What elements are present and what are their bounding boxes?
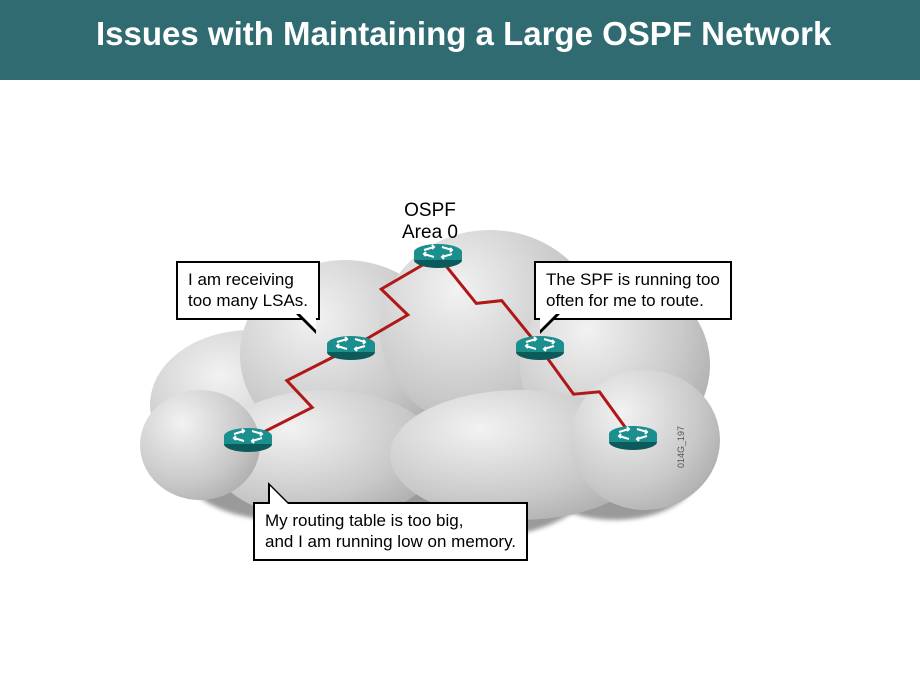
router-icon [609, 426, 657, 450]
ospf-area-label: OSPFArea 0 [402, 200, 458, 244]
callout-text: The SPF is running toooften for me to ro… [534, 261, 732, 320]
router-icon [516, 336, 564, 360]
callout-tail [540, 314, 560, 334]
callout-text: I am receivingtoo many LSAs. [176, 261, 320, 320]
callout-tail [268, 482, 290, 504]
router-icon [224, 428, 272, 452]
router-icon [327, 336, 375, 360]
callout-text: My routing table is too big,and I am run… [253, 502, 528, 561]
image-watermark: 014G_197 [676, 426, 686, 468]
network-diagram: OSPFArea 0 I am receivingtoo many LSAs. Th… [0, 0, 920, 690]
slide: Issues with Maintaining a Large OSPF Net… [0, 0, 920, 690]
router-icon [414, 244, 462, 268]
callout-tail [296, 314, 316, 334]
